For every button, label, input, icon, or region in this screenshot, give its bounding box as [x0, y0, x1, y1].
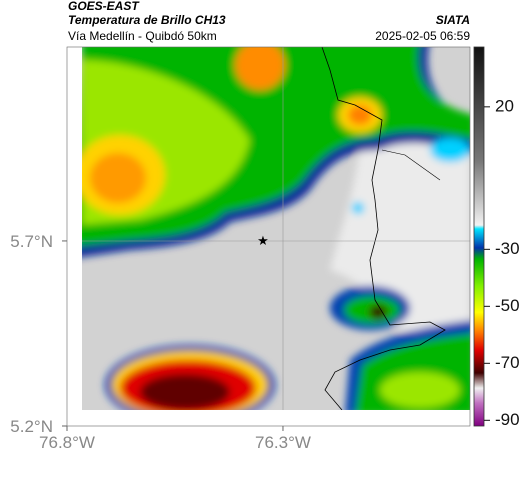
x-tick-label: 76.3°W — [255, 433, 311, 452]
colorbar-tick-label: -30 — [495, 239, 520, 258]
agency: SIATA — [436, 13, 470, 27]
satellite: GOES-EAST — [68, 0, 140, 13]
colorbar — [473, 46, 485, 427]
x-tick-label: 76.8°W — [39, 433, 95, 452]
colorbar-tick-label: 20 — [495, 96, 514, 115]
colorbar-tick-label: -70 — [495, 353, 520, 372]
colorbar-tick-label: -90 — [495, 410, 520, 429]
colorbar-tick-label: -50 — [495, 296, 520, 315]
datetime: 2025-02-05 06:59 — [375, 29, 470, 43]
y-tick-label: 5.2°N — [10, 417, 53, 436]
region: Vía Medellín - Quibdó 50km — [68, 29, 217, 43]
map-frame — [66, 46, 471, 427]
product: Temperatura de Brillo CH13 — [68, 13, 226, 27]
y-tick-label: 5.7°N — [10, 232, 53, 251]
imagery: ★ — [82, 47, 470, 410]
marker: ★ — [257, 233, 269, 248]
